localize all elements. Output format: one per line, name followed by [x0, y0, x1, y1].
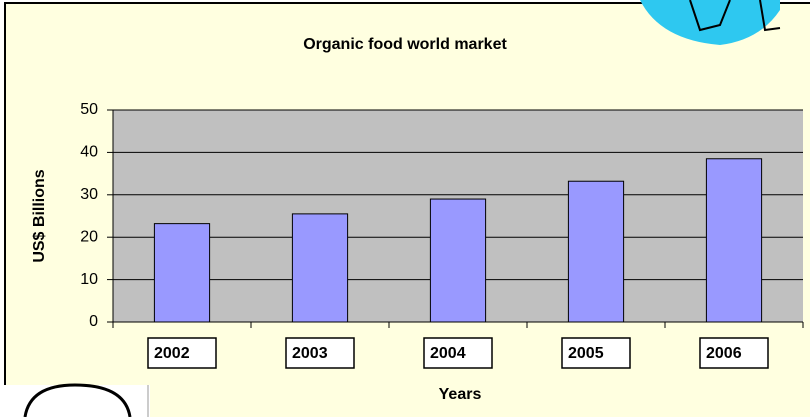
bar — [568, 181, 623, 322]
y-tick-label: 40 — [80, 144, 98, 161]
y-tick-label: 20 — [80, 228, 98, 245]
x-axis-title: Years — [439, 386, 482, 403]
x-tick-label: 2003 — [292, 345, 328, 362]
x-tick-label: 2002 — [154, 345, 190, 362]
y-tick-label: 30 — [80, 186, 98, 203]
y-axis-title: US$ Billions — [31, 169, 48, 262]
bar — [706, 159, 761, 322]
x-tick-label: 2006 — [706, 345, 742, 362]
bar — [154, 224, 209, 322]
clipart-bottom — [0, 385, 150, 417]
bar — [430, 199, 485, 322]
x-tick-label: 2005 — [568, 345, 604, 362]
chart: Organic food world market Years US$ Bill… — [0, 0, 810, 417]
chart-title: Organic food world market — [303, 36, 507, 53]
y-tick-label: 50 — [80, 101, 98, 118]
y-tick-label: 0 — [89, 313, 98, 330]
x-tick-label: 2004 — [430, 345, 466, 362]
y-tick-label: 10 — [80, 271, 98, 288]
bar — [292, 214, 347, 322]
